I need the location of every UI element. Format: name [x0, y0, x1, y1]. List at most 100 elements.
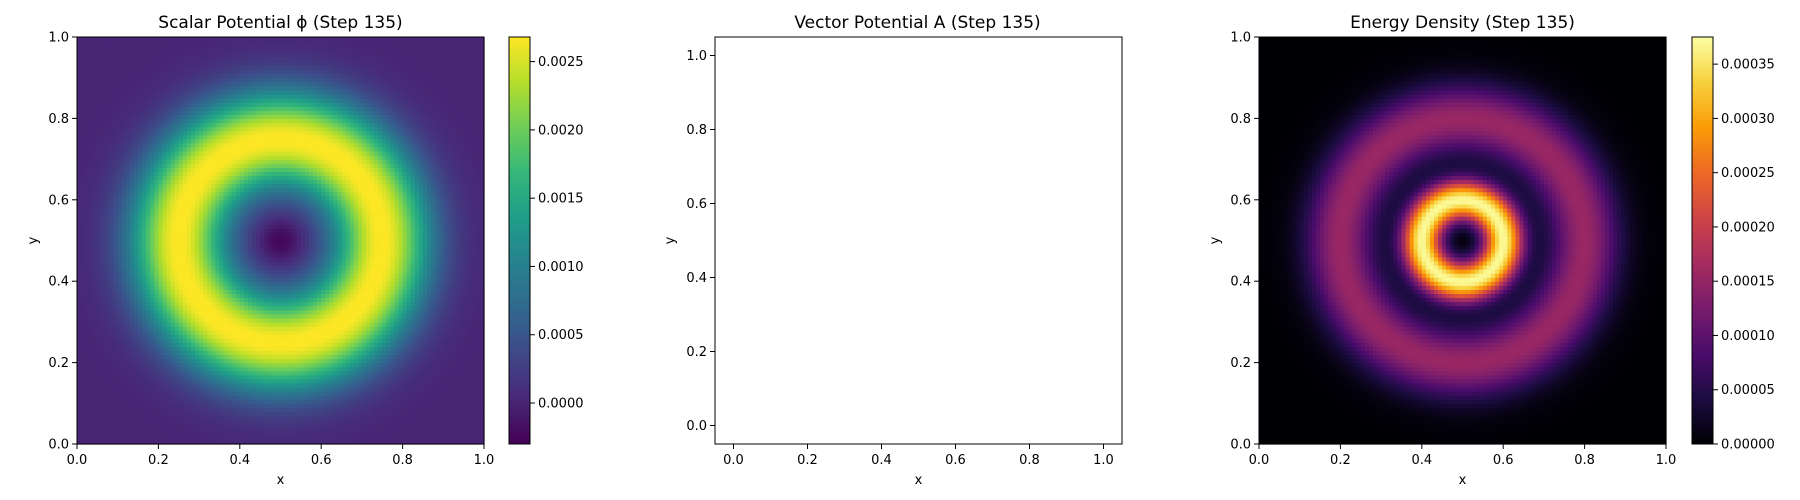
heatmap-cell — [110, 371, 115, 376]
heatmap-cell — [394, 269, 399, 274]
heatmap-cell — [329, 293, 334, 298]
heatmap-cell — [260, 289, 265, 294]
heatmap-cell — [105, 359, 110, 364]
heatmap-cell — [167, 249, 172, 254]
heatmap-cell — [101, 367, 106, 372]
heatmap-cell — [431, 265, 436, 270]
heatmap-cell — [252, 318, 257, 323]
heatmap-cell — [439, 375, 444, 380]
heatmap-cell — [431, 314, 436, 319]
heatmap-cell — [358, 318, 363, 323]
heatmap-cell — [207, 371, 212, 376]
heatmap-cell — [146, 273, 151, 278]
heatmap-cell — [158, 395, 163, 400]
heatmap-cell — [215, 330, 220, 335]
heatmap-cell — [329, 391, 334, 396]
heatmap-cell — [138, 314, 143, 319]
heatmap-cell — [138, 330, 143, 335]
heatmap-cell — [443, 277, 448, 282]
heatmap-cell — [289, 420, 294, 425]
heatmap-cell — [289, 395, 294, 400]
heatmap-cell — [211, 424, 216, 429]
heatmap-cell — [203, 432, 208, 437]
heatmap-cell — [101, 420, 106, 425]
heatmap-cell — [203, 302, 208, 307]
heatmap-cell — [171, 424, 176, 429]
heatmap-cell — [268, 310, 273, 315]
heatmap-cell — [374, 338, 379, 343]
heatmap-cell — [167, 253, 172, 258]
heatmap-cell — [407, 436, 412, 441]
heatmap-cell — [199, 289, 204, 294]
heatmap-cell — [297, 265, 302, 270]
heatmap-cell — [167, 318, 172, 323]
heatmap-cell — [289, 359, 294, 364]
heatmap-cell — [101, 379, 106, 384]
heatmap-cell — [464, 302, 469, 307]
heatmap-cell — [325, 399, 330, 404]
heatmap-cell — [126, 293, 131, 298]
heatmap-cell — [447, 367, 452, 372]
heatmap-cell — [374, 379, 379, 384]
heatmap-cell — [219, 306, 224, 311]
heatmap-cell — [85, 346, 90, 351]
heatmap-cell — [468, 342, 473, 347]
heatmap-cell — [110, 367, 115, 372]
heatmap-cell — [171, 257, 176, 262]
heatmap-cell — [130, 289, 135, 294]
heatmap-cell — [264, 371, 269, 376]
heatmap-cell — [260, 407, 265, 412]
heatmap-cell — [85, 265, 90, 270]
heatmap-cell — [97, 367, 102, 372]
heatmap-cell — [248, 334, 253, 339]
heatmap-cell — [346, 399, 351, 404]
heatmap-cell — [276, 379, 281, 384]
heatmap-cell — [130, 387, 135, 392]
heatmap-cell — [317, 367, 322, 372]
heatmap-cell — [399, 338, 404, 343]
heatmap-cell — [382, 257, 387, 262]
heatmap-cell — [146, 350, 151, 355]
heatmap-cell — [118, 245, 123, 250]
heatmap-cell — [252, 375, 257, 380]
heatmap-cell — [423, 330, 428, 335]
heatmap-cell — [321, 338, 326, 343]
heatmap-cell — [268, 363, 273, 368]
heatmap-cell — [456, 249, 461, 254]
heatmap-cell — [403, 399, 408, 404]
heatmap-cell — [207, 395, 212, 400]
heatmap-cell — [366, 249, 371, 254]
heatmap-cell — [146, 407, 151, 412]
heatmap-cell — [252, 257, 257, 262]
heatmap-cell — [443, 249, 448, 254]
heatmap-cell — [427, 253, 432, 258]
heatmap-cell — [435, 407, 440, 412]
heatmap-cell — [260, 277, 265, 282]
heatmap-cell — [146, 399, 151, 404]
heatmap-cell — [435, 346, 440, 351]
heatmap-cell — [366, 253, 371, 258]
heatmap-cell — [89, 330, 94, 335]
heatmap-cell — [354, 297, 359, 302]
heatmap-cell — [362, 297, 367, 302]
heatmap-cell — [199, 273, 204, 278]
heatmap-cell — [374, 387, 379, 392]
heatmap-cell — [215, 261, 220, 266]
heatmap-cell — [77, 399, 82, 404]
heatmap-cell — [403, 293, 408, 298]
heatmap-cell — [390, 261, 395, 266]
heatmap-cell — [154, 399, 159, 404]
heatmap-cell — [451, 363, 456, 368]
heatmap-cell — [447, 261, 452, 266]
heatmap-cell — [456, 257, 461, 262]
heatmap-cell — [419, 403, 424, 408]
heatmap-cell — [150, 383, 155, 388]
heatmap-cell — [232, 379, 237, 384]
heatmap-cell — [472, 261, 477, 266]
heatmap-cell — [427, 432, 432, 437]
heatmap-cell — [281, 261, 286, 266]
heatmap-cell — [456, 326, 461, 331]
heatmap-cell — [167, 399, 172, 404]
heatmap-cell — [464, 314, 469, 319]
heatmap-cell — [183, 277, 188, 282]
